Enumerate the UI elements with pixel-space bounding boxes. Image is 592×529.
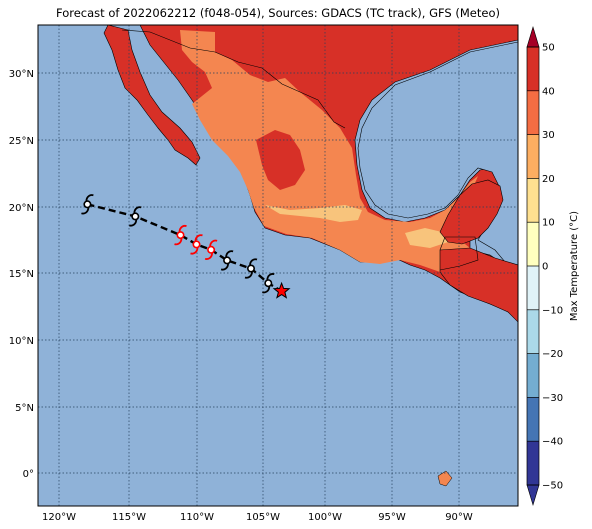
current-position-star-icon bbox=[272, 281, 291, 299]
colorbar-label: Max Temperature (°C) bbox=[569, 211, 580, 321]
lat-tick-label: 20°N bbox=[9, 203, 34, 214]
colorbar-segment bbox=[527, 90, 539, 135]
colorbar-segment bbox=[527, 353, 539, 398]
map-title: Forecast of 2022062212 (f048-054), Sourc… bbox=[56, 6, 500, 20]
lon-tick-label: 115°W bbox=[112, 512, 146, 523]
lon-tick-label: 95°W bbox=[378, 512, 406, 523]
gulf-of-mexico bbox=[357, 41, 518, 266]
colorbar-tick-label: 0 bbox=[542, 262, 548, 273]
colorbar-tick-label: 10 bbox=[542, 218, 555, 229]
colorbar-segment bbox=[527, 47, 539, 91]
graticule bbox=[38, 25, 518, 506]
tropical-storm-icon bbox=[204, 239, 218, 260]
colorbar-segment bbox=[527, 397, 539, 442]
tropical-storm-icon bbox=[129, 206, 142, 227]
lon-tick-label: 105°W bbox=[246, 512, 280, 523]
galapagos-islands bbox=[437, 470, 453, 487]
lat-tick-label: 5°N bbox=[15, 403, 34, 414]
yucatan-peninsula bbox=[439, 179, 504, 245]
baja-california bbox=[103, 25, 201, 166]
colorbar: 50 40 30 20 10 0 −10 −20 −30 −40 −50 Max Temperatu… bbox=[526, 25, 580, 507]
colorbar-tick-label: 40 bbox=[542, 86, 555, 97]
track-layer bbox=[81, 194, 291, 299]
lon-tick-label: 110°W bbox=[180, 512, 214, 523]
lat-tick-label: 30°N bbox=[9, 69, 34, 80]
colorbar-min-extension bbox=[526, 484, 540, 507]
lon-tick-label: 120°W bbox=[42, 512, 76, 523]
colorbar-tick-label: −50 bbox=[542, 481, 563, 492]
latitude-axis: 30°N 25°N 20°N 15°N 10°N 5°N 0° bbox=[9, 69, 34, 480]
colorbar-segment bbox=[527, 222, 539, 266]
colorbar-segment bbox=[527, 134, 539, 179]
colorbar-segment bbox=[527, 441, 539, 485]
lat-tick-label: 25°N bbox=[9, 136, 34, 147]
lon-tick-label: 90°W bbox=[445, 512, 473, 523]
guatemala-border bbox=[439, 236, 479, 271]
tropical-storm-icon bbox=[81, 194, 94, 215]
map-frame bbox=[37, 24, 519, 507]
colorbar-tick-label: 20 bbox=[542, 174, 555, 185]
colorbar-tick-label: 50 bbox=[542, 43, 555, 54]
lat-tick-label: 15°N bbox=[9, 269, 34, 280]
tropical-storm-icon bbox=[220, 250, 234, 271]
tropical-storm-icon bbox=[174, 224, 187, 246]
colorbar-tick-label: −20 bbox=[542, 349, 563, 360]
tropical-storm-icon bbox=[262, 273, 275, 294]
temperature-zone-30-40-inland bbox=[256, 130, 305, 190]
lon-tick-label: 100°W bbox=[308, 512, 342, 523]
colorbar-segment bbox=[527, 309, 539, 354]
us-mexico-border bbox=[121, 29, 346, 129]
longitude-axis: 120°W 115°W 110°W 105°W 100°W 95°W 90°W bbox=[42, 512, 473, 523]
colorbar-segment bbox=[527, 178, 539, 223]
tropical-storm-icon bbox=[190, 234, 203, 255]
colorbar-max-extension bbox=[526, 25, 540, 48]
colorbar-segment bbox=[527, 266, 539, 310]
colorbar-tick-label: 30 bbox=[542, 130, 555, 141]
temperature-zone-10-20-b bbox=[405, 228, 448, 248]
temperature-zone-10-20 bbox=[265, 205, 362, 222]
lat-tick-label: 0° bbox=[23, 469, 34, 480]
colorbar-tick-label: −10 bbox=[542, 305, 563, 316]
central-america bbox=[439, 247, 518, 323]
tropical-storm-icon bbox=[244, 258, 258, 279]
lat-tick-label: 10°N bbox=[9, 336, 34, 347]
colorbar-tick-label: −40 bbox=[542, 437, 563, 448]
colorbar-tick-label: −30 bbox=[542, 393, 563, 404]
